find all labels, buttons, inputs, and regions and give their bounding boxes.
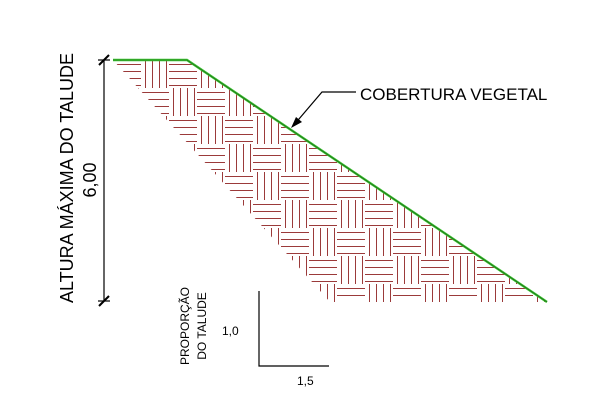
slope-soil-hatch <box>113 60 547 302</box>
height-value-label: 6,00 <box>80 162 100 197</box>
ratio-horizontal-value: 1,5 <box>297 374 314 388</box>
height-axis-label: ALTURA MÁXIMA DO TALUDE <box>57 53 77 303</box>
slope-ratio-label-line1: PROPORÇÃO <box>178 287 192 365</box>
vegetation-callout-leader <box>292 91 356 127</box>
slope-ratio-indicator <box>258 291 329 367</box>
slope-surface-edge <box>113 59 548 303</box>
ratio-vertical-value: 1,0 <box>222 324 239 338</box>
slope-ratio-label-line2: DO TALUDE <box>195 292 209 360</box>
vegetation-callout-label: COBERTURA VEGETAL <box>360 85 547 104</box>
vegetation-callout-arrowhead <box>291 117 302 128</box>
height-dimension <box>98 54 110 307</box>
